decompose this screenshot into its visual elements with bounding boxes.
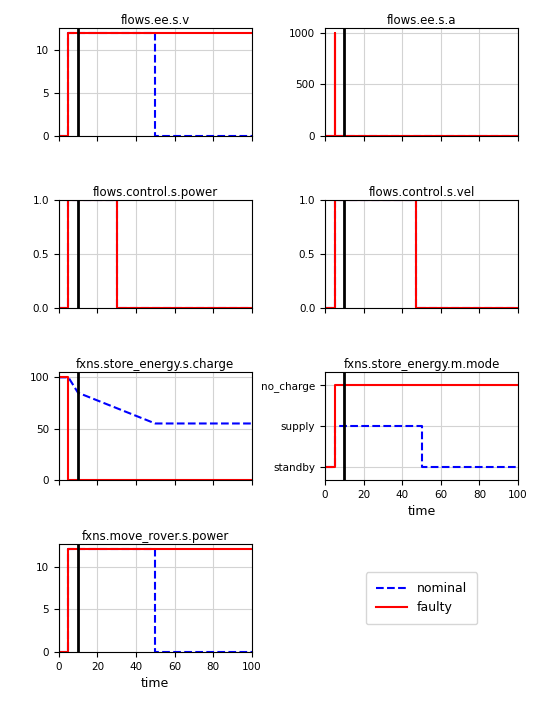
X-axis label: time: time	[407, 505, 436, 518]
Title: fxns.store_energy.m.mode: fxns.store_energy.m.mode	[343, 358, 500, 371]
Title: flows.ee.s.v: flows.ee.s.v	[121, 14, 190, 27]
Title: fxns.move_rover.s.power: fxns.move_rover.s.power	[82, 530, 229, 543]
Title: flows.ee.s.a: flows.ee.s.a	[387, 14, 456, 27]
Title: fxns.store_energy.s.charge: fxns.store_energy.s.charge	[76, 358, 234, 371]
Title: flows.control.s.power: flows.control.s.power	[92, 186, 218, 199]
Title: flows.control.s.vel: flows.control.s.vel	[368, 186, 475, 199]
X-axis label: time: time	[141, 677, 169, 690]
Legend: nominal, faulty: nominal, faulty	[366, 572, 477, 625]
